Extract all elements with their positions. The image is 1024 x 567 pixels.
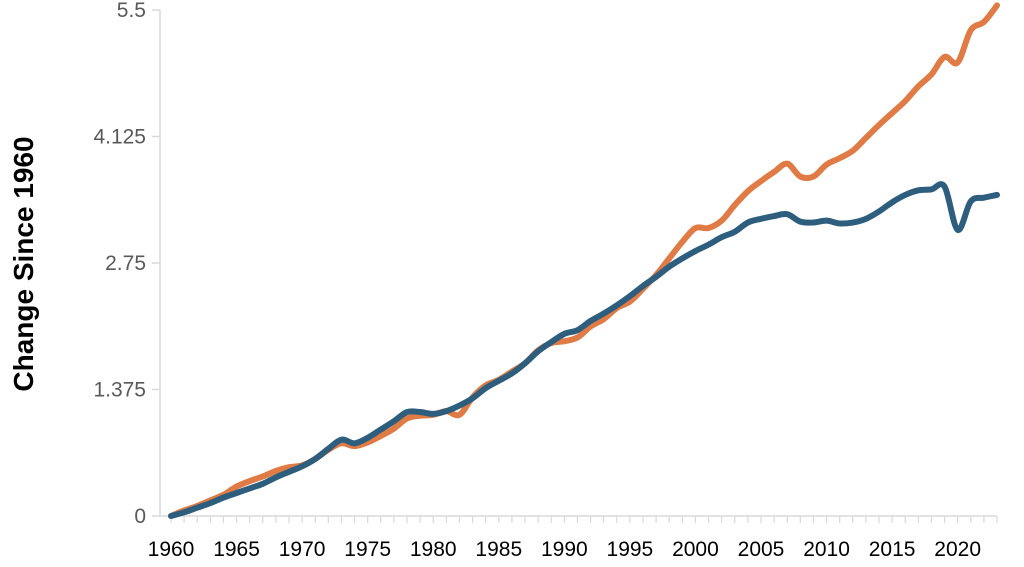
x-tick-label: 1970 [279, 538, 326, 561]
y-tick-label: 1.375 [93, 379, 146, 402]
x-tick-label: 2020 [934, 538, 981, 561]
y-axis: 0 1.375 2.75 4.125 5.5 [93, 0, 161, 528]
x-tick-label: 1985 [475, 538, 522, 561]
x-tick-label: 1965 [213, 538, 260, 561]
x-tick-label: 1960 [148, 538, 195, 561]
y-tick-label: 0 [134, 505, 146, 528]
plot-area [168, 2, 1000, 519]
x-tick-label: 1975 [344, 538, 391, 561]
y-tick-label: 4.125 [93, 126, 146, 149]
x-tick-label: 2015 [869, 538, 916, 561]
x-axis: 1960 1965 1970 1975 1980 1985 1990 1995 2000 2005… [148, 515, 998, 561]
x-tick-label: 1980 [410, 538, 457, 561]
x-tick-label: 2000 [672, 538, 719, 561]
x-tick-label: 1995 [607, 538, 654, 561]
y-tick-label: 2.75 [105, 252, 146, 275]
series-line-1 [168, 2, 1000, 519]
y-axis-title: Change Since 1960 [8, 136, 39, 391]
series-line-2 [168, 181, 1000, 519]
x-tick-label: 1990 [541, 538, 588, 561]
y-tick-label: 5.5 [117, 0, 146, 22]
x-tick-label: 2010 [803, 538, 850, 561]
x-tick-label: 2005 [738, 538, 785, 561]
